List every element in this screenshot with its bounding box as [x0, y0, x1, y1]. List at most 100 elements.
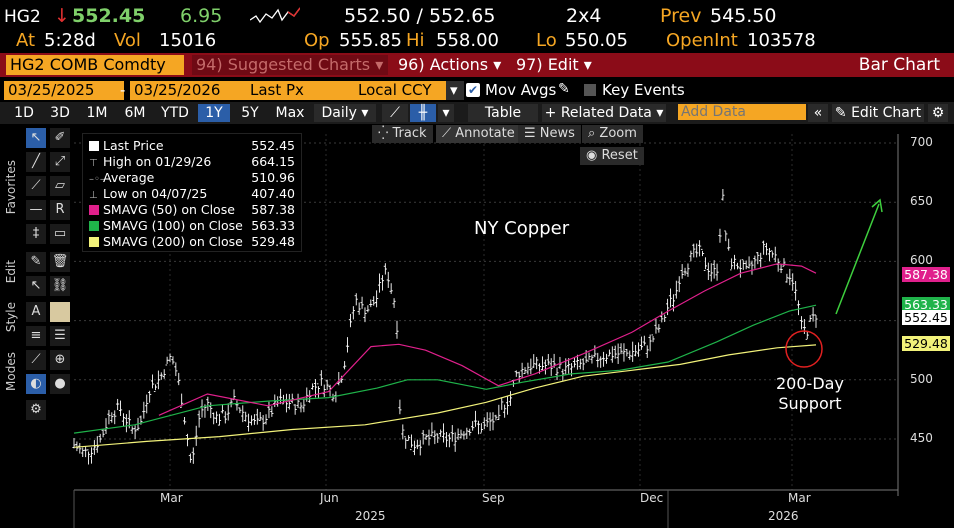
range-5y[interactable]: 5Y: [241, 105, 259, 121]
line-chart-icon[interactable]: ⟋: [382, 104, 408, 122]
trend-tool-icon[interactable]: ⟋: [26, 176, 46, 196]
price-bar: [505, 396, 510, 415]
range-1d[interactable]: 1D: [14, 105, 34, 121]
high-label: Hi: [406, 30, 425, 51]
legend-marker-icon: ⊤: [89, 158, 98, 169]
price-bar: [625, 348, 629, 357]
range-ytd[interactable]: YTD: [161, 105, 189, 121]
gear-icon[interactable]: ⚙: [928, 104, 948, 122]
down-arrow-icon: ↓: [54, 5, 70, 27]
command-bar: HG2 COMB Comdty 94) Suggested Charts ▾ 9…: [0, 53, 954, 77]
price-bar: [738, 259, 742, 278]
palette-icon[interactable]: ●: [50, 374, 70, 394]
delete-tool-icon[interactable]: 🗑: [50, 252, 70, 272]
pencil-icon[interactable]: ✎: [558, 81, 570, 97]
edit-menu[interactable]: 97) Edit ▾: [512, 55, 600, 75]
field-select[interactable]: Last Px: [246, 81, 354, 100]
x-tick-label: Mar: [160, 491, 183, 505]
x-tick-label: Sep: [482, 491, 505, 505]
pointer-icon[interactable]: ↖: [26, 128, 46, 148]
trend-arrow-line: [835, 203, 880, 315]
edit-chart-button[interactable]: ✎ Edit Chart: [832, 104, 924, 122]
suggested-charts-menu[interactable]: 94) Suggested Charts ▾: [192, 55, 388, 75]
actions-menu[interactable]: 96) Actions ▾: [394, 55, 512, 75]
at-label: At: [16, 30, 36, 51]
price-bar: [683, 267, 687, 276]
ray-tool-icon[interactable]: ⤢: [50, 152, 70, 172]
table-button[interactable]: Table: [468, 104, 538, 122]
news-label: News: [539, 126, 575, 141]
bar-chart-icon[interactable]: ╫: [410, 104, 436, 122]
price-bar: [709, 263, 713, 282]
legend-value: 529.48: [251, 234, 295, 249]
key-events-checkbox[interactable]: [584, 84, 596, 96]
mov-avgs-checkbox[interactable]: ✔: [466, 83, 480, 97]
chevron-down-icon[interactable]: ▾: [446, 81, 464, 100]
price-bar: [785, 273, 789, 283]
price-bar: [651, 334, 655, 343]
range-max[interactable]: Max: [275, 105, 305, 121]
drawing-tools-panel: Favorites Edit Style Modes ↖ ✐ ╱ ⤢ ⟋ ▱ —…: [0, 126, 74, 426]
horizontal-line-icon[interactable]: —: [26, 200, 46, 220]
date-separator-icon: -: [120, 81, 126, 99]
sma100-line: [73, 304, 817, 434]
price-bar: [116, 398, 120, 411]
start-date-field[interactable]: 03/25/2025: [4, 81, 124, 100]
price-bar: [372, 296, 376, 306]
news-button[interactable]: ☰ News: [518, 125, 581, 143]
security-field[interactable]: HG2 COMB Comdty: [6, 55, 184, 75]
legend-label: High on 01/29/26: [103, 154, 212, 169]
price-bar: [689, 250, 693, 262]
zoom-button[interactable]: ⌕ Zoom: [582, 125, 643, 143]
price-bar: [546, 353, 550, 366]
fib-tool-icon[interactable]: ‡: [26, 224, 46, 244]
price-bar: [366, 305, 370, 313]
price-bar: [532, 354, 536, 368]
price-bar: [421, 429, 425, 445]
rectangle-tool-icon[interactable]: ▭: [50, 224, 70, 244]
cursor-mode-icon[interactable]: ◐: [26, 374, 46, 394]
support-annotation: 200-Day Support: [776, 374, 844, 414]
price-bar: [692, 243, 696, 258]
related-data-menu[interactable]: + Related Data ▾: [542, 104, 666, 122]
price-bar: [535, 356, 539, 370]
line-tool-icon[interactable]: ╱: [26, 152, 46, 172]
price-bar: [380, 275, 385, 291]
link-tool-icon[interactable]: ⛓: [50, 276, 70, 296]
price-bar: [214, 411, 219, 424]
reset-button[interactable]: ◉ Reset: [580, 147, 644, 165]
end-date-field[interactable]: 03/25/2026: [130, 81, 250, 100]
range-1y[interactable]: 1Y: [198, 104, 230, 122]
collapse-icon[interactable]: «: [808, 104, 828, 122]
range-3d[interactable]: 3D: [50, 105, 70, 121]
currency-select[interactable]: Local CCY: [354, 81, 452, 100]
line-width-icon[interactable]: ☰: [50, 326, 70, 346]
track-icon: ⁛: [378, 126, 389, 141]
crosshair-icon[interactable]: ⟋: [26, 350, 46, 370]
annotate-button[interactable]: ⟋ Annotate: [436, 125, 521, 143]
sma50-line: [158, 263, 817, 416]
range-6m[interactable]: 6M: [124, 105, 146, 121]
chevron-down-icon[interactable]: ▾: [438, 104, 454, 122]
period-select[interactable]: Daily ▾: [314, 104, 376, 122]
magnet-icon[interactable]: ⊕: [50, 350, 70, 370]
color-swatch-icon[interactable]: [50, 302, 70, 322]
track-button[interactable]: ⁛ Track: [372, 125, 433, 143]
annotate-icon: ⟋: [442, 126, 452, 141]
pen-tool-icon[interactable]: ✎: [26, 252, 46, 272]
price-bar: [348, 313, 353, 328]
price-bar: [680, 264, 684, 279]
text-tool-icon[interactable]: R: [50, 200, 70, 220]
eraser-icon[interactable]: ✐: [50, 128, 70, 148]
price-bar: [642, 335, 646, 346]
line-style-icon[interactable]: ≡: [26, 326, 46, 346]
settings-gear-icon[interactable]: ⚙: [26, 400, 46, 420]
channel-tool-icon[interactable]: ▱: [50, 176, 70, 196]
font-tool-icon[interactable]: A: [26, 302, 46, 322]
price-bar: [767, 247, 772, 262]
price-bar: [456, 428, 460, 441]
arrow-tool-icon[interactable]: ↖: [26, 276, 46, 296]
add-data-input[interactable]: [678, 104, 806, 120]
price-bar: [302, 398, 306, 413]
range-1m[interactable]: 1M: [86, 105, 108, 121]
